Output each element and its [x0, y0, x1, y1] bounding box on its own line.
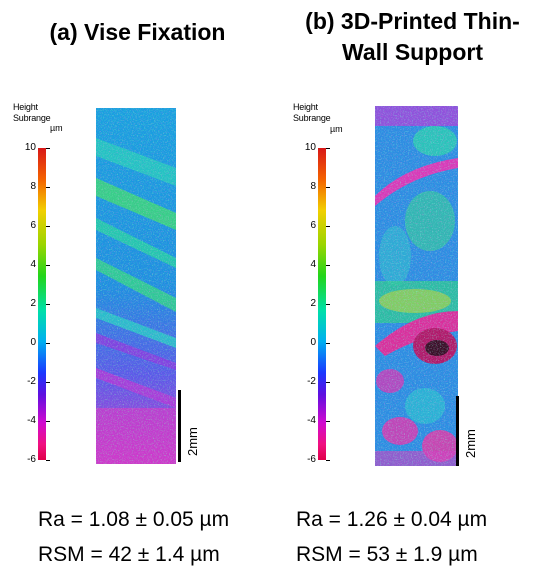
colorbar-tick [46, 226, 50, 227]
colorbar-a-label-line-2: Subrange [13, 113, 51, 123]
colorbar-tick-label: -4 [27, 415, 36, 426]
surface-map-b [375, 106, 458, 466]
colorbar-a [38, 148, 46, 460]
colorbar-tick [326, 460, 330, 461]
colorbar-tick-label: -4 [307, 415, 316, 426]
colorbar-tick [326, 265, 330, 266]
colorbar-tick [46, 382, 50, 383]
colorbar-tick-label: -2 [27, 376, 36, 387]
colorbar-tick-label: 10 [24, 142, 36, 153]
colorbar-b-unit: µm [330, 124, 343, 134]
colorbar-b [318, 148, 326, 460]
colorbar-tick-label: 8 [310, 181, 316, 192]
colorbar-tick [326, 382, 330, 383]
colorbar-tick-label: 4 [30, 259, 36, 270]
panel-b-ra-value: Ra = 1.26 ± 0.04 µm [296, 508, 488, 531]
colorbar-tick [326, 226, 330, 227]
panel-b-title-line-2: Wall Support [342, 39, 483, 65]
colorbar-a-label: Height Subrange [13, 102, 51, 124]
colorbar-tick-label: -6 [307, 454, 316, 465]
colorbar-b-label: Height Subrange [293, 102, 331, 124]
colorbar-tick-label: 2 [310, 298, 316, 309]
colorbar-a-label-line-1: Height [13, 102, 38, 112]
colorbar-tick-label: -6 [27, 454, 36, 465]
colorbar-tick [326, 343, 330, 344]
colorbar-b-label-line-2: Subrange [293, 113, 331, 123]
panel-b-title-line-1: (b) 3D-Printed Thin- [305, 8, 520, 34]
panel-b-rsm-value: RSM = 53 ± 1.9 µm [296, 543, 478, 566]
scale-bar-a [178, 390, 181, 462]
panel-a-title: (a) Vise Fixation [49, 19, 226, 45]
colorbar-tick-label: 6 [30, 220, 36, 231]
panel-a-ra-value: Ra = 1.08 ± 0.05 µm [38, 508, 230, 531]
colorbar-tick-label: 0 [30, 337, 36, 348]
colorbar-tick [46, 148, 50, 149]
colorbar-tick [326, 421, 330, 422]
scale-bar-b-label: 2mm [463, 429, 478, 458]
colorbar-tick [326, 148, 330, 149]
colorbar-tick [46, 460, 50, 461]
scale-bar-b [456, 396, 459, 466]
colorbar-tick-label: 0 [310, 337, 316, 348]
panel-b-height-map: Height Subrange µm 10 8 6 4 2 0 -2 -4 -6 [290, 98, 520, 478]
colorbar-tick-label: 4 [310, 259, 316, 270]
scale-bar-a-label: 2mm [185, 427, 200, 456]
colorbar-tick [326, 304, 330, 305]
colorbar-tick [46, 265, 50, 266]
surface-map-a [96, 108, 176, 464]
colorbar-tick [46, 187, 50, 188]
colorbar-tick [46, 421, 50, 422]
colorbar-tick [46, 304, 50, 305]
colorbar-tick-label: 2 [30, 298, 36, 309]
colorbar-tick-label: 6 [310, 220, 316, 231]
panel-a-height-map: Height Subrange µm 10 8 6 4 2 0 -2 -4 -6 [10, 98, 240, 478]
panel-a-rsm-value: RSM = 42 ± 1.4 µm [38, 543, 220, 566]
colorbar-a-unit: µm [50, 123, 63, 133]
panel-b-title: (b) 3D-Printed Thin- Wall Support [275, 6, 550, 68]
colorbar-tick-label: -2 [307, 376, 316, 387]
colorbar-tick-label: 8 [30, 181, 36, 192]
colorbar-b-label-line-1: Height [293, 102, 318, 112]
colorbar-tick [46, 343, 50, 344]
colorbar-tick [326, 187, 330, 188]
colorbar-tick-label: 10 [304, 142, 316, 153]
